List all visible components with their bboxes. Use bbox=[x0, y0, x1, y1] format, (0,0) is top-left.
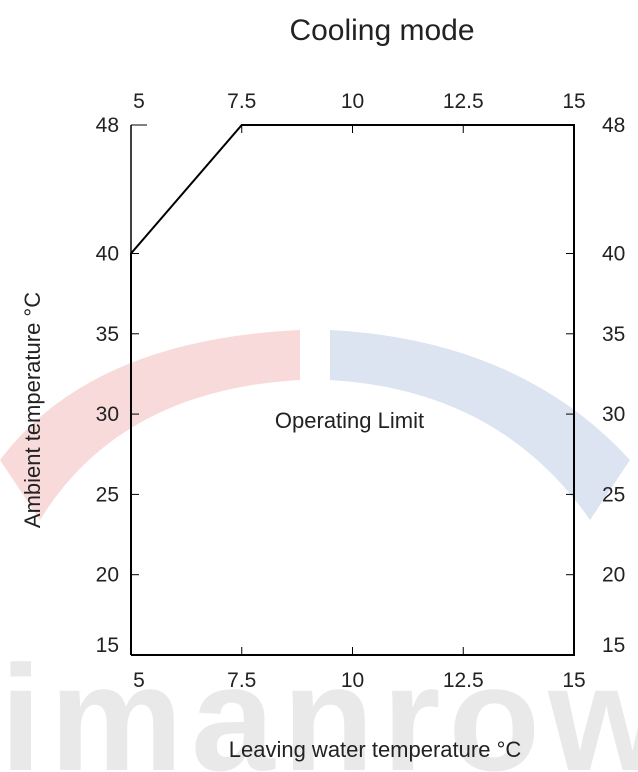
y-tick-label-left: 20 bbox=[96, 564, 119, 587]
y-tick-label-right: 25 bbox=[602, 483, 625, 506]
y-tick-label-left: 25 bbox=[96, 483, 119, 506]
x-tick-label-bottom: 10 bbox=[341, 669, 364, 692]
y-tick-label-left: 35 bbox=[96, 323, 119, 346]
watermark: imanrow bbox=[0, 330, 638, 772]
x-tick-label-top: 7.5 bbox=[227, 90, 256, 113]
x-tick-label-top: 5 bbox=[133, 90, 145, 113]
x-tick-label-top: 10 bbox=[341, 90, 364, 113]
series-layer bbox=[130, 124, 575, 656]
y-axis-label: Ambient temperature °C bbox=[20, 292, 45, 528]
chart-title: Cooling mode bbox=[289, 14, 474, 47]
y-ticks-right: 15 20 25 30 35 40 48 bbox=[566, 114, 625, 657]
operating-limit-boundary bbox=[130, 124, 575, 656]
y-tick-label-left: 40 bbox=[96, 242, 119, 265]
x-tick-label-bottom: 7.5 bbox=[227, 669, 256, 692]
watermark-red-arc bbox=[0, 330, 300, 520]
y-tick-label-right: 48 bbox=[602, 114, 625, 137]
watermark-text: imanrow bbox=[0, 634, 638, 772]
x-tick-label-bottom: 15 bbox=[562, 669, 585, 692]
y-ticks-left: 15 20 25 30 35 40 48 bbox=[96, 114, 139, 657]
y-tick-label-right: 30 bbox=[602, 403, 625, 426]
y-tick-label-left: 30 bbox=[96, 403, 119, 426]
x-ticks-top: 5 7.5 10 12.5 15 bbox=[130, 90, 586, 133]
x-tick-label-bottom: 5 bbox=[133, 669, 145, 692]
y-tick-label-left: 15 bbox=[96, 634, 119, 657]
y-tick-label-right: 20 bbox=[602, 564, 625, 587]
y-tick-label-right: 15 bbox=[602, 634, 625, 657]
y-tick-label-right: 40 bbox=[602, 242, 625, 265]
watermark-blue-arc bbox=[330, 330, 630, 520]
y-tick-label-left: 48 bbox=[96, 114, 119, 137]
y-tick-label-right: 35 bbox=[602, 323, 625, 346]
x-tick-label-top: 15 bbox=[562, 90, 585, 113]
x-axis-label: Leaving water temperature °C bbox=[229, 737, 522, 762]
operating-limit-label: Operating Limit bbox=[275, 408, 424, 433]
x-tick-label-bottom: 12.5 bbox=[443, 669, 484, 692]
x-tick-label-top: 12.5 bbox=[443, 90, 484, 113]
x-ticks-bottom: 5 7.5 10 12.5 15 bbox=[130, 647, 586, 692]
